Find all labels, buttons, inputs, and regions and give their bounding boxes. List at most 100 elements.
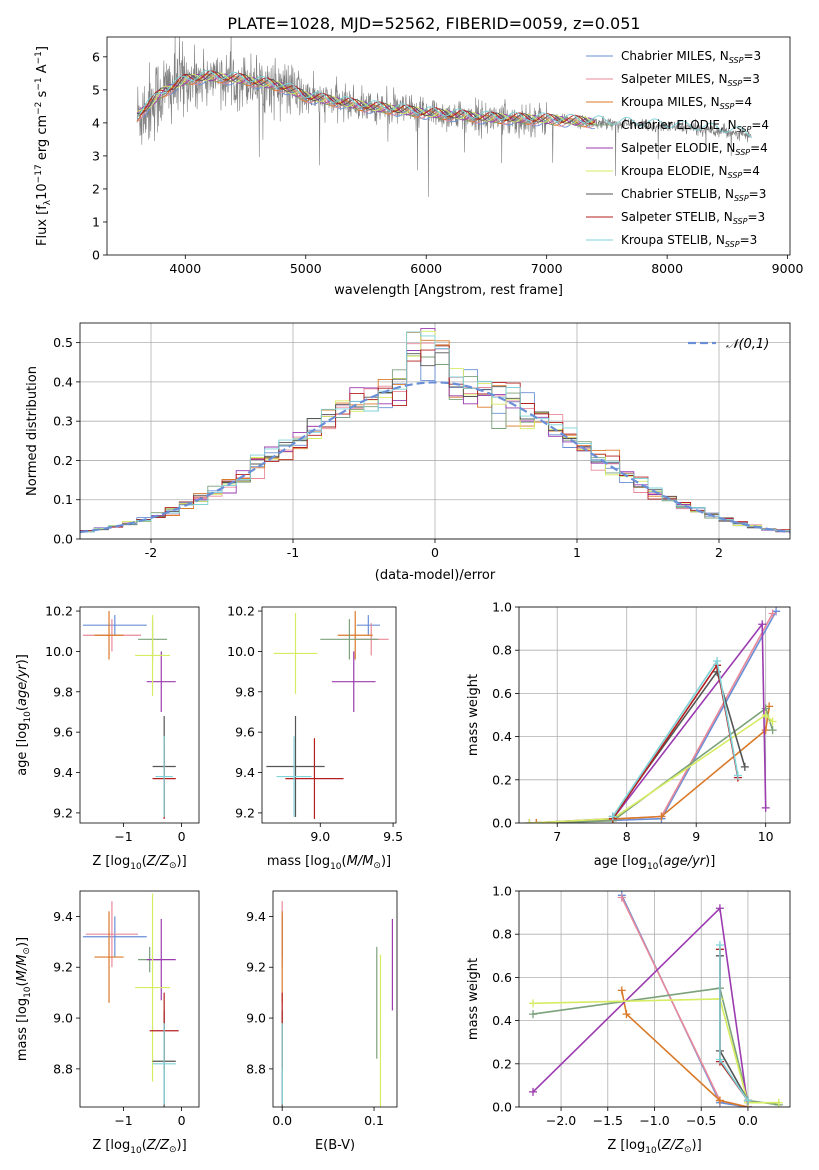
label-part: age/yr — [663, 854, 706, 869]
y-tick-label: 8.8 — [53, 1061, 73, 1076]
label-part: mass weight — [466, 674, 481, 756]
series-marker — [715, 1055, 724, 1064]
label-part: Z/Z — [661, 1138, 685, 1153]
label-part: M/M — [15, 955, 30, 982]
y-tick-label: 0.4 — [492, 1013, 512, 1028]
x-axis-label: Z [log10(Z/Z⊙)] — [92, 854, 186, 872]
y-tick-label: 9.2 — [53, 960, 73, 975]
series-line — [536, 610, 777, 823]
label-part: M/M — [347, 854, 374, 869]
y-tick-label: 9.0 — [53, 1011, 73, 1026]
legend-text: Kroupa STELIB, N — [621, 233, 725, 247]
x-tick-label: 8 — [623, 829, 631, 844]
x-tick-label: 0 — [178, 1113, 186, 1128]
panel-age_vs_mass: 9.0 9.5 9.2 9.4 9.6 9.8 10.0 10.2 mass [log10(M/… — [227, 604, 403, 872]
series-marker — [715, 904, 724, 913]
x-tick-label: -1 — [287, 545, 299, 560]
errorbar-kroupa-stelib — [276, 736, 312, 817]
y-tick-label: 10.0 — [227, 644, 255, 659]
label-part: 10 — [23, 986, 33, 998]
x-tick-label: 9.0 — [310, 829, 330, 844]
legend-tail: =3 — [743, 49, 761, 63]
y-tick-label: 0.8 — [492, 643, 512, 658]
label-part: 10 — [23, 711, 33, 723]
x-tick-label: 9 — [692, 829, 700, 844]
label-part: ( — [658, 854, 663, 869]
y-tick-label: 1.0 — [492, 884, 512, 899]
series-chabrier-miles — [532, 607, 781, 823]
x-tick-label: 2 — [715, 545, 723, 560]
label-part: ( — [15, 981, 30, 986]
series-line — [532, 987, 779, 1106]
errorbar-kroupa-stelib — [152, 1023, 176, 1105]
chart-panels: 4000 5000 6000 7000 8000 90000123456wavelengt… — [15, 36, 804, 1156]
axes-frame — [272, 890, 398, 1108]
label-part: 10 — [645, 1146, 657, 1156]
y-axis-label: Normed distribution — [25, 366, 40, 496]
panel-age_vs_Z: −1 09.29.49.69.810.010.2Z [log10(Z/Z⊙)]ag… — [15, 604, 200, 872]
legend-tail: =3 — [740, 233, 758, 247]
x-tick-label: 9.5 — [383, 829, 403, 844]
legend-sub: SSP — [733, 217, 748, 226]
y-tick-label: 9.2 — [246, 960, 266, 975]
y-tick-label: 0.4 — [53, 374, 73, 389]
errorbar-kroupa-stelib — [155, 736, 173, 817]
x-tick-label: −1 — [114, 829, 132, 844]
series-line — [529, 713, 774, 823]
label-part: )] — [15, 654, 30, 664]
legend-tail: =4 — [751, 118, 769, 132]
x-tick-label: 0 — [178, 829, 186, 844]
label-part: age/yr — [15, 663, 30, 706]
panel-spectrum: 4000 5000 6000 7000 8000 9000 0 1 2 3 4 5 6 wavelengt… — [34, 36, 804, 298]
series-kroupa-miles — [532, 702, 774, 823]
y-tick-label: 0.6 — [492, 686, 512, 701]
legend-text: Chabrier MILES, N — [621, 49, 729, 63]
label-part: (data-model)/error — [375, 568, 496, 583]
legend-text: Salpeter STELIB, N — [621, 210, 733, 224]
plot-area — [529, 891, 783, 1107]
x-tick-label: 0 — [431, 545, 439, 560]
label-part: mass weight — [466, 958, 481, 1040]
errorbar-kroupa-miles — [94, 611, 124, 660]
legend-sub: SSP — [728, 171, 743, 180]
legend-tail: =3 — [747, 210, 765, 224]
y-axis-label: age [log10(age/yr)] — [15, 654, 33, 776]
legend-text: Chabrier STELIB, N — [621, 187, 734, 201]
errorbar-chabrier-stelib — [266, 716, 325, 817]
y-tick-label: 9.8 — [235, 684, 255, 699]
label-part: )] — [381, 854, 391, 869]
legend-text: Salpeter MILES, N — [621, 72, 728, 86]
errorbar-kroupa-miles — [337, 611, 373, 660]
legend-text: Kroupa ELODIE, N — [621, 164, 728, 178]
x-axis-label: (data-model)/error — [375, 568, 496, 583]
x-tick-label: 0.1 — [364, 1113, 384, 1128]
axes-frame — [79, 606, 200, 824]
label-part: s — [35, 90, 50, 101]
x-tick-label: 1 — [573, 545, 581, 560]
x-tick-label: −1.0 — [639, 1113, 669, 1128]
series-line — [532, 998, 779, 1104]
series-marker — [657, 812, 666, 821]
errorbar-kroupa-elodie — [273, 613, 318, 694]
y-tick-label: 9.4 — [53, 765, 73, 780]
plot-area — [136, 37, 752, 197]
errorbar-salpeter-miles — [85, 901, 139, 968]
series-marker — [529, 1010, 538, 1019]
panel-mass_vs_ebv: 0.0 0.1 8.8 9.0 9.2 9.4 E(B-V) — [246, 890, 398, 1153]
axes-frame — [106, 36, 791, 256]
model-line-kroupa-stelib — [136, 69, 752, 138]
label-part: λ — [43, 199, 53, 205]
legend-sub: SSP — [729, 56, 744, 65]
series-marker — [525, 819, 534, 823]
series-kroupa-elodie — [529, 995, 783, 1107]
y-tick-label: 0.3 — [53, 414, 73, 429]
series-line — [536, 613, 774, 823]
label-part: ] — [35, 46, 50, 51]
y-tick-label: 10.2 — [227, 604, 255, 619]
label-part: )] — [15, 937, 30, 947]
legend-label-kroupa-stelib: Kroupa STELIB, NSSP=3 — [621, 233, 757, 249]
label-part: ⊙ — [684, 1145, 692, 1155]
x-tick-label: -2 — [145, 545, 157, 560]
axes-frame — [79, 322, 791, 540]
label-part: ( — [142, 1138, 147, 1153]
